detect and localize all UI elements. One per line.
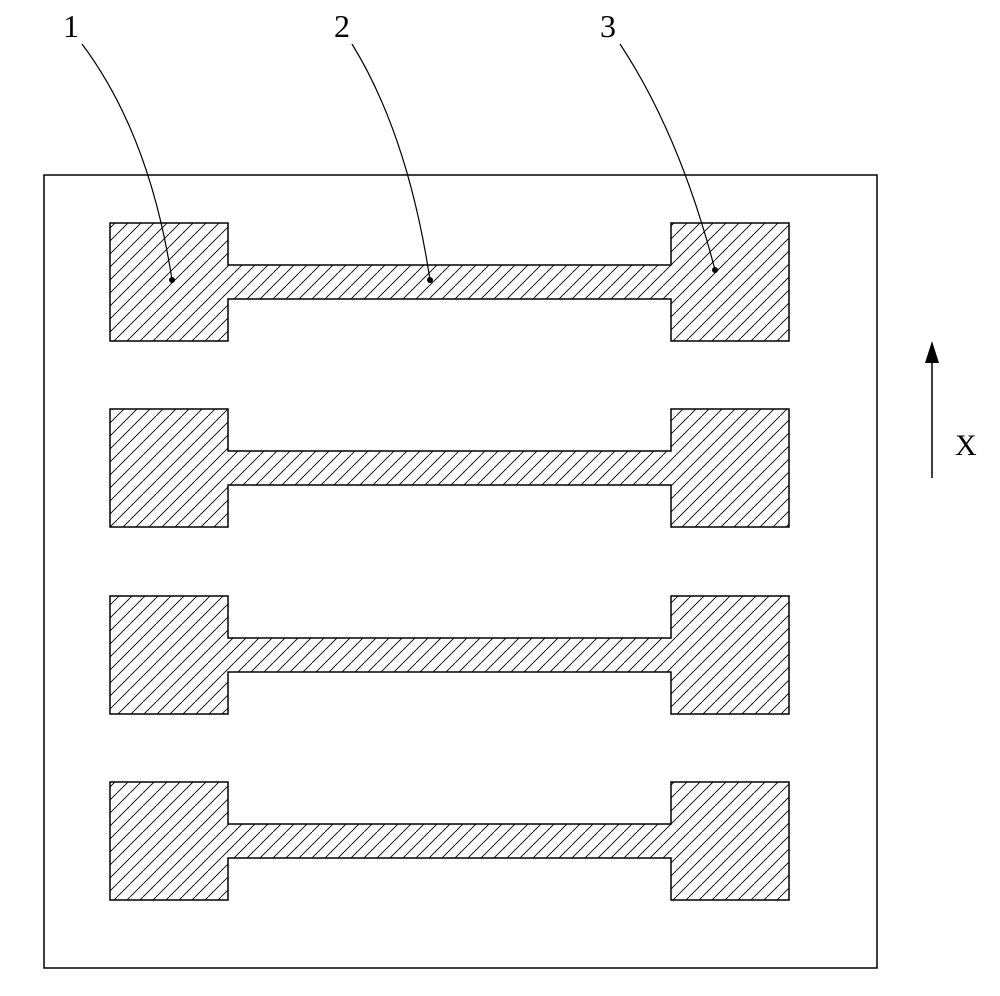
- dumbbell-row-1: [110, 223, 789, 341]
- axis-arrow-head: [925, 341, 939, 363]
- axis-label: X: [955, 429, 977, 462]
- dumbbell-row-2: [110, 409, 789, 527]
- callout-label-1: 1: [63, 8, 79, 44]
- callout-label-2: 2: [334, 8, 350, 44]
- dumbbell-row-4: [110, 782, 789, 900]
- callout-label-3: 3: [600, 8, 616, 44]
- leader-dot-1: [169, 277, 175, 283]
- leader-dot-3: [712, 267, 718, 273]
- leader-line-2: [352, 44, 430, 280]
- leader-dot-2: [427, 277, 433, 283]
- dumbbell-row-3: [110, 596, 789, 714]
- technical-diagram: 1 2 3 X: [0, 0, 1000, 996]
